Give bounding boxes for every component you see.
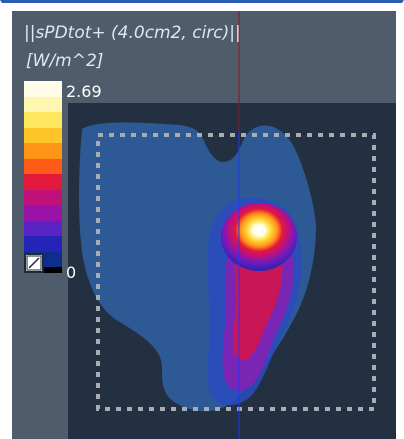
slash-square-icon[interactable] [24, 253, 44, 273]
colorbar-min-swatch [44, 267, 62, 273]
field-plot[interactable] [12, 11, 396, 439]
legend-title: ||sPDtot+ (4.0cm2, circ)|| [24, 23, 241, 43]
color-swatch [24, 96, 62, 112]
color-swatch [24, 112, 62, 128]
color-swatch [24, 236, 62, 252]
colorbar-max-label: 2.69 [66, 82, 102, 101]
color-swatch [24, 174, 62, 190]
color-swatch [24, 205, 62, 221]
colorbar-min-label: 0 [66, 263, 77, 282]
color-swatch [24, 158, 62, 174]
color-swatch [24, 127, 62, 143]
color-swatch [24, 220, 62, 236]
color-bar [24, 81, 62, 267]
color-swatch [24, 189, 62, 205]
viewer-canvas[interactable]: ||sPDtot+ (4.0cm2, circ)|| [W/m^2] 2.69 … [12, 11, 396, 439]
legend-unit: [W/m^2] [26, 51, 104, 71]
color-swatch [24, 81, 62, 97]
slash-square-icon-glyph [26, 255, 42, 271]
hotspot[interactable] [221, 203, 297, 271]
color-swatch [24, 143, 62, 159]
